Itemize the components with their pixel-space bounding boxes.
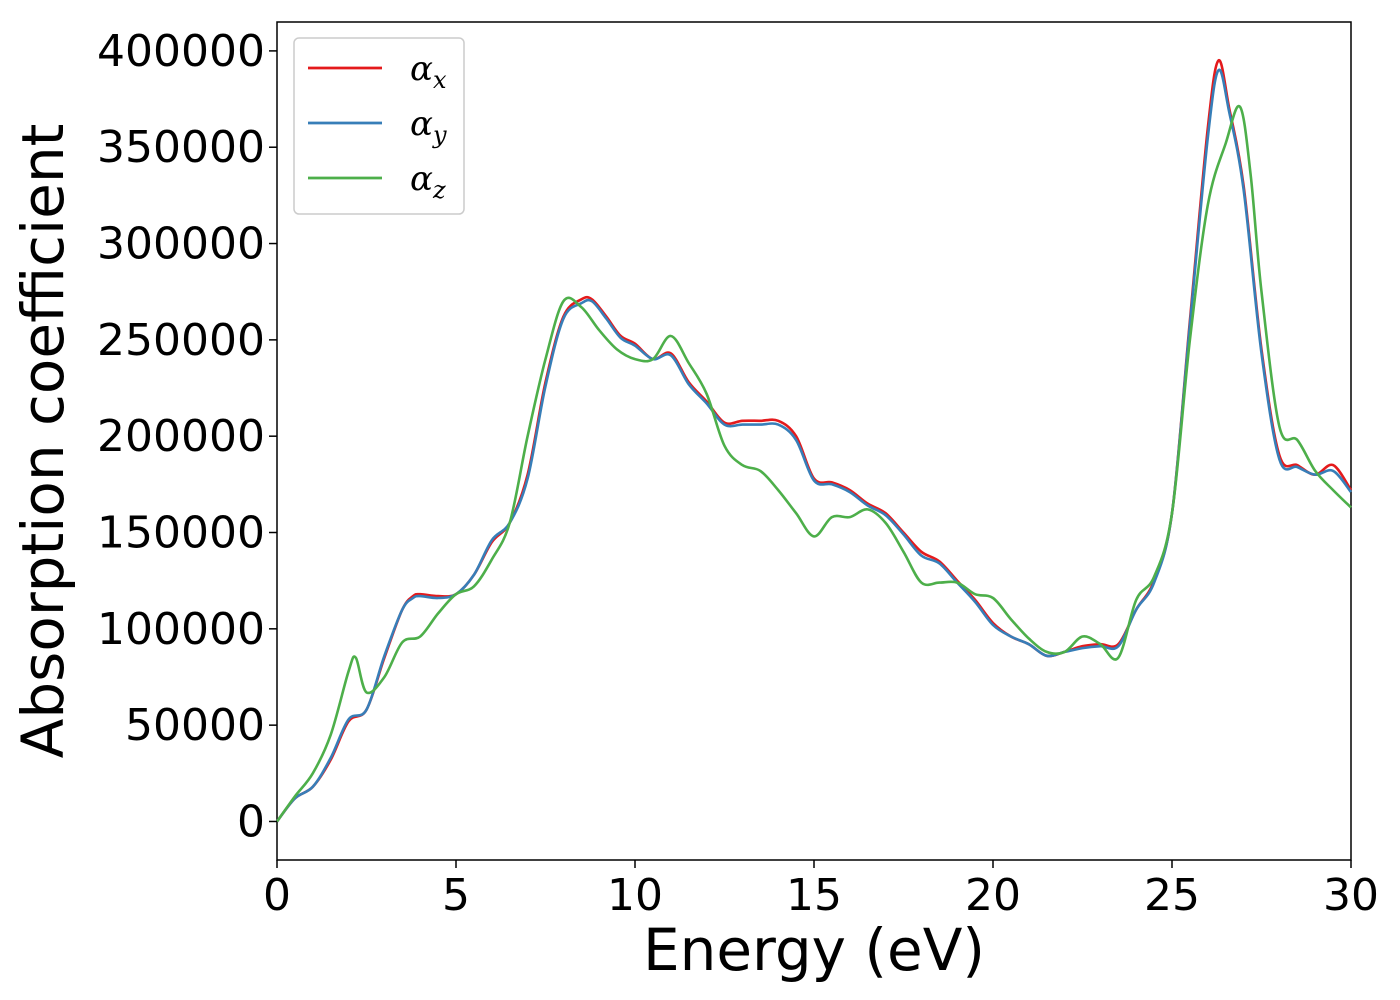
y-tick-label: 0 (237, 796, 265, 847)
y-tick-label: 200000 (97, 411, 265, 462)
y-axis-ticks: 0 50000 100000 150000 200000 250000 300000 3500… (97, 26, 277, 847)
x-tick-label: 10 (607, 870, 663, 921)
series-line-z (275, 104, 1352, 823)
x-axis-title: Energy (eV) (643, 916, 985, 984)
series-layer (275, 59, 1353, 823)
y-tick-label: 100000 (97, 604, 265, 655)
y-axis-title: Absorption coefficient (9, 124, 77, 759)
y-tick-label: 250000 (97, 315, 265, 366)
y-tick-label: 400000 (97, 26, 265, 77)
legend-subscript-y: y (432, 121, 447, 149)
x-tick-label: 5 (442, 870, 470, 921)
x-tick-label: 20 (965, 870, 1021, 921)
legend-subscript-z: z (432, 176, 446, 204)
legend-box (293, 37, 465, 215)
x-axis-ticks: 0 5 10 15 20 25 30 (263, 860, 1379, 921)
y-tick-label: 50000 (125, 700, 265, 751)
y-tick-label: 150000 (97, 508, 265, 559)
legend-label-y: αy (410, 104, 447, 149)
x-tick-label: 25 (1144, 870, 1200, 921)
legend-subscript-x: x (433, 66, 447, 94)
x-tick-label: 15 (786, 870, 842, 921)
y-tick-label: 350000 (97, 122, 265, 173)
y-tick-label: 300000 (97, 219, 265, 270)
x-tick-label: 30 (1323, 870, 1379, 921)
x-tick-label: 0 (263, 870, 291, 921)
